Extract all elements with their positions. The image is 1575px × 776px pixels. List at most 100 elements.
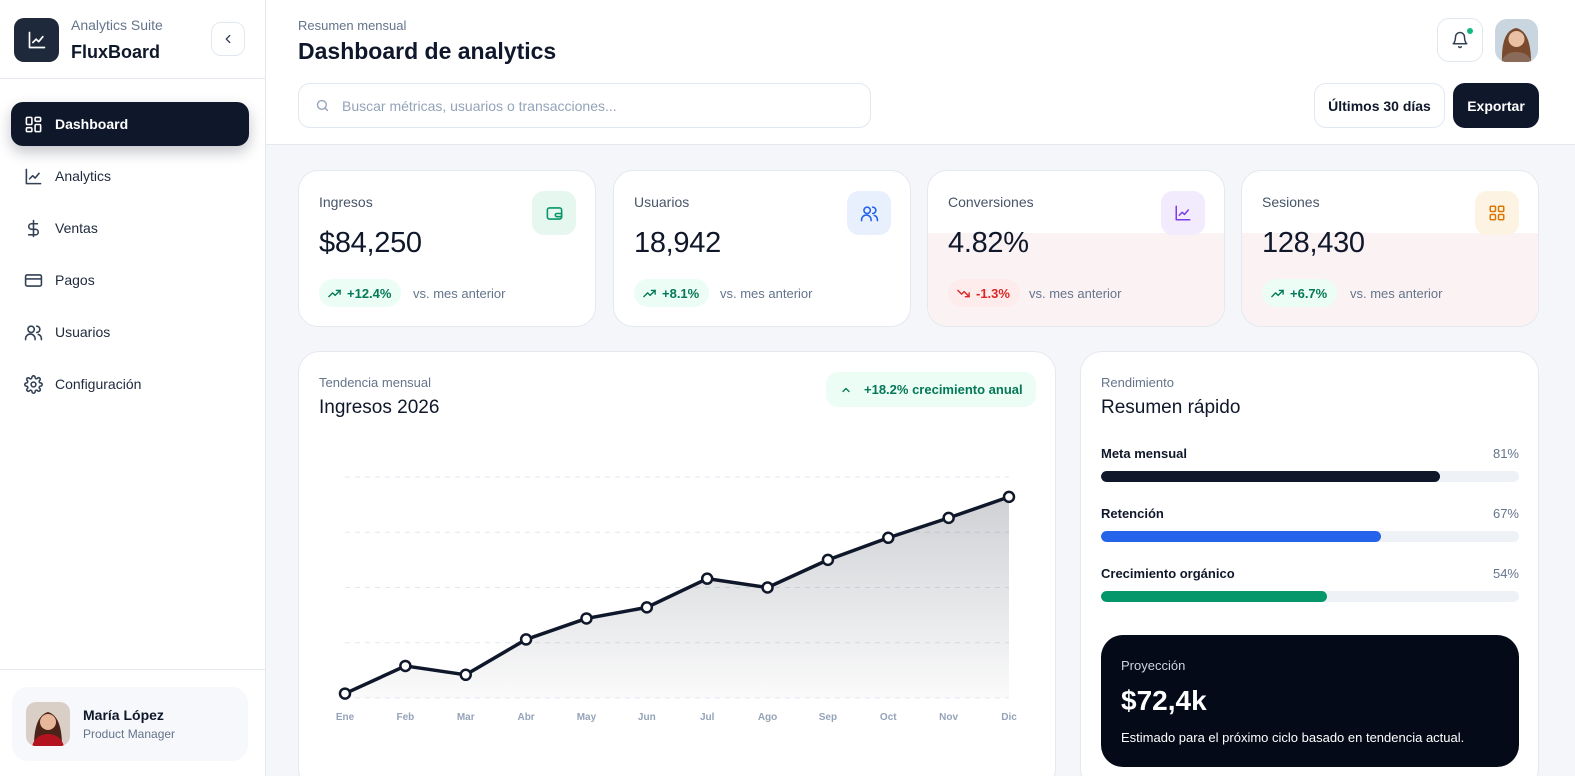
users-icon bbox=[24, 324, 42, 340]
kpi-change: +12.4% bbox=[347, 285, 392, 301]
page-title: Dashboard de analytics bbox=[298, 38, 557, 64]
sidebar-item-label: Dashboard bbox=[55, 116, 129, 132]
progress-fill bbox=[1101, 531, 1382, 542]
sidebar-item-label: Analytics bbox=[55, 168, 112, 184]
collapse-sidebar-button[interactable] bbox=[211, 22, 245, 56]
kpi-label: Usuarios bbox=[634, 194, 690, 210]
avatar bbox=[26, 702, 70, 746]
metric-percent: 81% bbox=[1492, 446, 1519, 461]
projection-card: Proyección $72,4k Estimado para el próxi… bbox=[1101, 635, 1519, 767]
user-name: María López bbox=[83, 707, 164, 723]
data-point-feb[interactable] bbox=[399, 659, 412, 673]
progress-fill bbox=[1101, 471, 1440, 482]
data-point-mar[interactable] bbox=[459, 668, 472, 682]
progress-track bbox=[1101, 591, 1519, 602]
projection-value: $72,4k bbox=[1121, 685, 1207, 716]
x-tick-label: May bbox=[577, 712, 597, 723]
growth-badge: +18.2% crecimiento anual bbox=[826, 372, 1036, 407]
sidebar-item-label: Pagos bbox=[55, 272, 95, 288]
search-input[interactable]: Buscar métricas, usuarios o transaccione… bbox=[298, 83, 871, 128]
revenue-trend-card: Tendencia mensual Ingresos 2026 +18.2% c… bbox=[298, 351, 1056, 776]
chevron-left-icon bbox=[225, 34, 231, 44]
kpi-icon-badge bbox=[532, 191, 576, 235]
kpi-label: Conversiones bbox=[948, 194, 1034, 210]
kpi-change-badge: +8.1% bbox=[634, 279, 710, 307]
x-tick-label: Mar bbox=[457, 712, 475, 723]
grid-icon bbox=[25, 116, 41, 132]
date-range-button[interactable]: Últimos 30 días bbox=[1314, 83, 1445, 128]
trend-up-icon bbox=[643, 289, 656, 297]
data-point-jul[interactable] bbox=[700, 572, 714, 585]
search-icon bbox=[316, 99, 329, 112]
avatar[interactable] bbox=[1495, 19, 1538, 62]
page-subtitle: Resumen mensual bbox=[298, 18, 407, 33]
card-subtitle: Rendimiento bbox=[1101, 375, 1174, 390]
metric-name: Retención bbox=[1101, 506, 1164, 521]
card-subtitle: Tendencia mensual bbox=[319, 375, 432, 390]
sidebar-nav: Dashboard Analytics Ventas Pagos Usuario… bbox=[11, 102, 249, 414]
sidebar-divider bbox=[0, 78, 265, 79]
bell-icon bbox=[1452, 31, 1468, 49]
user-card[interactable]: María López Product Manager bbox=[12, 687, 248, 761]
kpi-card-conversiones: Conversiones 4.82% -1.3% vs. mes anterio… bbox=[927, 170, 1225, 327]
data-point-ene[interactable] bbox=[338, 687, 352, 700]
user-role: Product Manager bbox=[83, 727, 176, 741]
kpi-value: 18,942 bbox=[634, 227, 721, 259]
kpi-compare: vs. mes anterior bbox=[1029, 286, 1122, 301]
x-tick-label: Sep bbox=[819, 712, 837, 723]
kpi-label: Ingresos bbox=[319, 194, 373, 210]
sidebar-item-dashboard[interactable]: Dashboard bbox=[11, 102, 249, 146]
progress-track bbox=[1101, 471, 1519, 482]
chevron-up-icon bbox=[842, 387, 850, 392]
kpi-compare: vs. mes anterior bbox=[413, 286, 506, 301]
data-point-oct[interactable] bbox=[882, 531, 895, 545]
sidebar-item-label: Ventas bbox=[55, 220, 98, 236]
brand-subtitle: Analytics Suite bbox=[71, 17, 163, 33]
notifications-button[interactable] bbox=[1437, 18, 1483, 62]
metric-organic-growth: Crecimiento orgánico 54% bbox=[1101, 566, 1519, 602]
sidebar-divider bbox=[0, 669, 265, 670]
metric-monthly-goal: Meta mensual 81% bbox=[1101, 446, 1519, 482]
chart-area bbox=[345, 496, 1009, 698]
data-point-dic[interactable] bbox=[1002, 490, 1016, 504]
data-point-abr[interactable] bbox=[519, 633, 533, 646]
kpi-change: +8.1% bbox=[662, 285, 700, 301]
x-tick-label: Nov bbox=[939, 712, 958, 723]
metric-percent: 54% bbox=[1492, 566, 1519, 581]
x-tick-label: Oct bbox=[880, 712, 897, 723]
sidebar: Analytics Suite FluxBoard Dashboard Anal… bbox=[0, 0, 266, 776]
brand-title: FluxBoard bbox=[71, 42, 161, 62]
kpi-card-usuarios: Usuarios 18,942 +8.1% vs. mes anterior bbox=[613, 170, 911, 327]
kpi-change: +6.7% bbox=[1290, 285, 1328, 301]
sidebar-item-configuracion[interactable]: Configuración bbox=[11, 362, 249, 406]
data-point-ago[interactable] bbox=[761, 581, 774, 594]
export-button[interactable]: Exportar bbox=[1453, 83, 1539, 128]
kpi-icon-badge bbox=[1475, 191, 1519, 235]
sidebar-item-analytics[interactable]: Analytics bbox=[11, 154, 249, 198]
kpi-card-sesiones: Sesiones 128,430 +6.7% vs. mes anterior bbox=[1241, 170, 1539, 327]
sidebar-item-pagos[interactable]: Pagos bbox=[11, 258, 249, 302]
x-tick-label: Dic bbox=[1001, 712, 1017, 723]
credit-card-icon bbox=[24, 273, 42, 287]
metric-name: Crecimiento orgánico bbox=[1101, 566, 1235, 581]
page-header: Resumen mensual Dashboard de analytics B… bbox=[266, 0, 1575, 145]
sidebar-item-ventas[interactable]: Ventas bbox=[11, 206, 249, 250]
chart-line bbox=[343, 495, 1011, 696]
data-point-jun[interactable] bbox=[640, 601, 654, 614]
kpi-icon-badge bbox=[1161, 191, 1205, 235]
data-point-nov[interactable] bbox=[942, 511, 955, 525]
x-tick-label: Abr bbox=[517, 712, 534, 723]
sidebar-item-usuarios[interactable]: Usuarios bbox=[11, 310, 249, 354]
dollar-icon bbox=[27, 219, 39, 237]
x-tick-label: Ago bbox=[758, 712, 777, 723]
kpi-compare: vs. mes anterior bbox=[720, 286, 813, 301]
card-title: Ingresos 2026 bbox=[319, 397, 440, 418]
metric-name: Meta mensual bbox=[1101, 446, 1187, 461]
line-chart-icon bbox=[25, 168, 41, 184]
x-tick-label: Feb bbox=[396, 712, 414, 723]
kpi-change-badge: +12.4% bbox=[319, 279, 402, 307]
kpi-value: 128,430 bbox=[1262, 227, 1365, 259]
metric-percent: 67% bbox=[1492, 506, 1519, 521]
data-point-sep[interactable] bbox=[821, 553, 835, 567]
data-point-may[interactable] bbox=[580, 612, 593, 625]
